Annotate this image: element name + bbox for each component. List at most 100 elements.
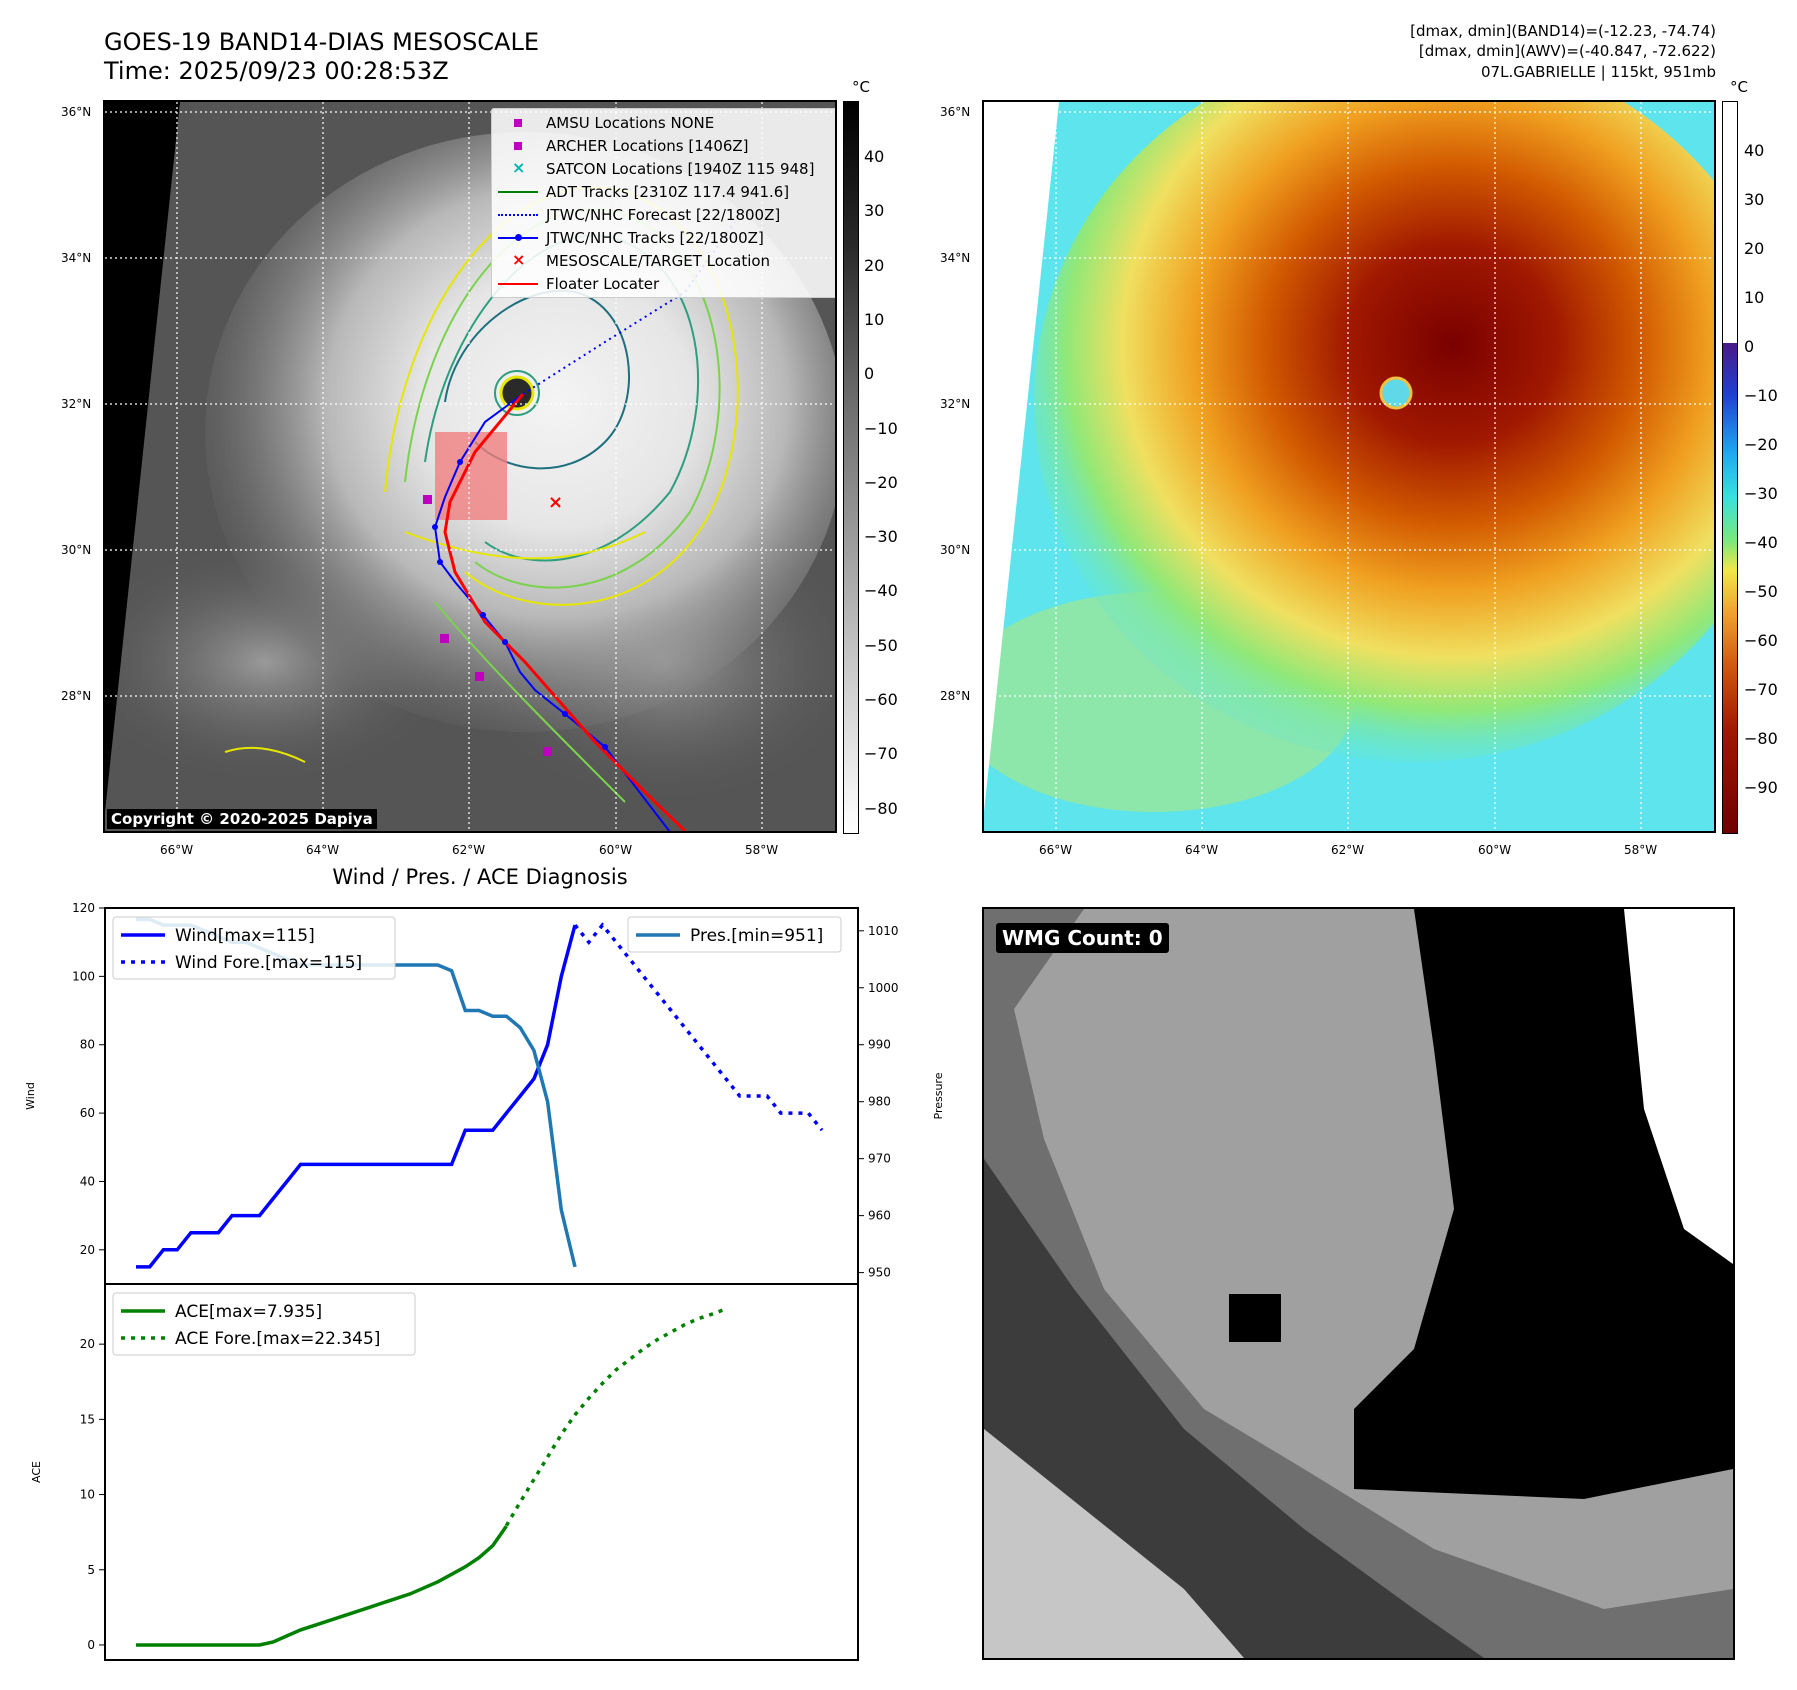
colorbar-tick: −50 <box>864 635 898 655</box>
colorbar-tick: −80 <box>1744 729 1778 748</box>
color-enhanced-map <box>982 100 1716 833</box>
y-tick-label: 40 <box>80 1174 95 1188</box>
legend-label: MESOSCALE/TARGET Location <box>546 251 771 270</box>
ir-lon-label: 64°W <box>306 843 340 857</box>
chart-legend-label: Wind[max=115] <box>175 926 315 946</box>
ace-line <box>136 1525 508 1647</box>
diagnosis-svg: 20 40 60 80 100 120 950 960 970 980 990 1000 1010 0 5 1… <box>24 901 945 1661</box>
map-legend: AMSU Locations NONE ARCHER Locations [140… <box>491 108 835 298</box>
info-line1: [dmax, dmin](BAND14)=(-12.23, -74.74) <box>1410 22 1716 40</box>
colorbar-tick: −40 <box>864 581 898 601</box>
diagnosis-title: Wind / Pres. / ACE Diagnosis <box>332 865 628 889</box>
y-tick-label: 100 <box>72 969 95 983</box>
legend-entry: JTWC/NHC Tracks [22/1800Z] <box>496 226 834 249</box>
color-lon-label: 66°W <box>1039 843 1073 857</box>
legend-entry: × SATCON Locations [1940Z 115 948] <box>496 157 834 180</box>
y-tick-label: 0 <box>87 1638 95 1652</box>
colorbar-tick: 30 <box>864 201 885 221</box>
color-lat-label: 36°N <box>940 105 971 119</box>
colorbar-tick: −50 <box>1744 582 1778 601</box>
y-tick-label: 60 <box>80 1106 95 1120</box>
colorbar-tick: −80 <box>864 798 898 818</box>
y-tick-label: 80 <box>80 1038 95 1052</box>
colorbar-tick: −70 <box>1744 680 1778 699</box>
legend-swatch: × <box>512 157 526 177</box>
color-lat-label: 28°N <box>940 689 971 703</box>
legend-swatch <box>496 139 540 153</box>
wmg-count-label: WMG Count: 0 <box>996 923 1169 953</box>
legend-swatch <box>496 208 540 222</box>
color-lon-label: 64°W <box>1185 843 1219 857</box>
legend-label: JTWC/NHC Forecast [22/1800Z] <box>546 205 781 224</box>
y2-tick-label: 990 <box>868 1038 891 1052</box>
y2-tick-label: 1010 <box>868 924 899 938</box>
colorbar-tick: −40 <box>1744 533 1778 552</box>
chart-legend <box>627 916 842 953</box>
y-tick-label: 120 <box>72 901 95 915</box>
color-map-svg <box>984 102 1714 831</box>
y2-tick-label: 960 <box>868 1209 891 1223</box>
y-tick-label: 20 <box>80 1243 95 1257</box>
colorbar-tick: 10 <box>864 309 885 329</box>
color-lat-label: 34°N <box>940 251 971 265</box>
ir-lon-label: 66°W <box>160 843 194 857</box>
legend-swatch: × <box>512 249 526 269</box>
chart-legend <box>112 1292 416 1356</box>
colorbar-tick: 0 <box>1744 337 1755 356</box>
color-lat-label: 30°N <box>940 543 971 557</box>
legend-entry: ARCHER Locations [1406Z] <box>496 134 834 157</box>
colorbar-tick: −10 <box>864 418 898 438</box>
y-tick-label: 20 <box>80 1337 95 1351</box>
chart-legend-label: Wind Fore.[max=115] <box>175 953 362 973</box>
legend-entry: AMSU Locations NONE <box>496 111 834 134</box>
axis-label: Pressure <box>932 1072 945 1119</box>
y-tick-label: 10 <box>80 1488 95 1502</box>
legend-swatch <box>496 116 540 130</box>
colorbar-tick: 30 <box>1744 190 1765 209</box>
legend-label: AMSU Locations NONE <box>546 113 715 132</box>
ir-lon-label: 62°W <box>452 843 486 857</box>
colorbar-tick: 20 <box>864 255 885 275</box>
legend-label: ADT Tracks [2310Z 117.4 941.6] <box>546 182 790 201</box>
colorbar-tick: −20 <box>1744 435 1778 454</box>
svg-text:×: × <box>548 492 563 513</box>
ir-colorbar-unit: °C <box>852 78 870 96</box>
legend-swatch <box>496 185 540 199</box>
figure-title-line2: Time: 2025/09/23 00:28:53Z <box>104 57 449 85</box>
wmg-svg <box>984 909 1733 1658</box>
ir-lat-label: 34°N <box>61 251 92 265</box>
y-tick-label: 15 <box>80 1412 95 1426</box>
colorbar-tick: 10 <box>1744 288 1765 307</box>
colorbar-tick: −20 <box>864 472 898 492</box>
chart-legend <box>112 916 396 980</box>
color-lon-label: 58°W <box>1624 843 1658 857</box>
copyright-label: Copyright © 2020-2025 Dapiya <box>107 809 377 829</box>
ir-satellite-map: × Copyright © 2020-2025 Dapiya AMSU Loca… <box>103 100 837 833</box>
colorbar-tick: −60 <box>1744 631 1778 650</box>
axis-label: Wind <box>24 1082 37 1110</box>
color-lon-label: 60°W <box>1478 843 1512 857</box>
diagnosis-chart: 20 40 60 80 100 120 950 960 970 980 990 1000 1010 0 5 1… <box>0 890 960 1670</box>
legend-swatch <box>496 231 540 245</box>
legend-label: JTWC/NHC Tracks [22/1800Z] <box>546 228 764 247</box>
ir-lon-label: 58°W <box>745 843 779 857</box>
legend-label: ARCHER Locations [1406Z] <box>546 136 749 155</box>
colorbar-tick: −10 <box>1744 386 1778 405</box>
colorbar-tick: −30 <box>1744 484 1778 503</box>
wind-line <box>136 924 577 1269</box>
wmg-panel: WMG Count: 0 <box>982 907 1735 1660</box>
info-line2: [dmax, dmin](AWV)=(-40.847, -72.622) <box>1418 42 1716 60</box>
y2-tick-label: 970 <box>868 1152 891 1166</box>
legend-entry: Floater Locater <box>496 272 834 295</box>
info-line3: 07L.GABRIELLE | 115kt, 951mb <box>1481 63 1716 81</box>
axis-label: ACE <box>30 1461 43 1483</box>
colorbar-tick: −60 <box>864 690 898 709</box>
chart-legend-label: Pres.[min=951] <box>690 926 823 946</box>
ir-lat-label: 30°N <box>61 543 92 557</box>
y2-tick-label: 950 <box>868 1266 891 1280</box>
chart-legend-label: ACE[max=7.935] <box>175 1302 322 1322</box>
colorbar-tick: 40 <box>864 147 885 166</box>
y2-tick-label: 1000 <box>868 981 899 995</box>
ir-lat-label: 36°N <box>61 105 92 119</box>
legend-swatch <box>496 277 540 291</box>
